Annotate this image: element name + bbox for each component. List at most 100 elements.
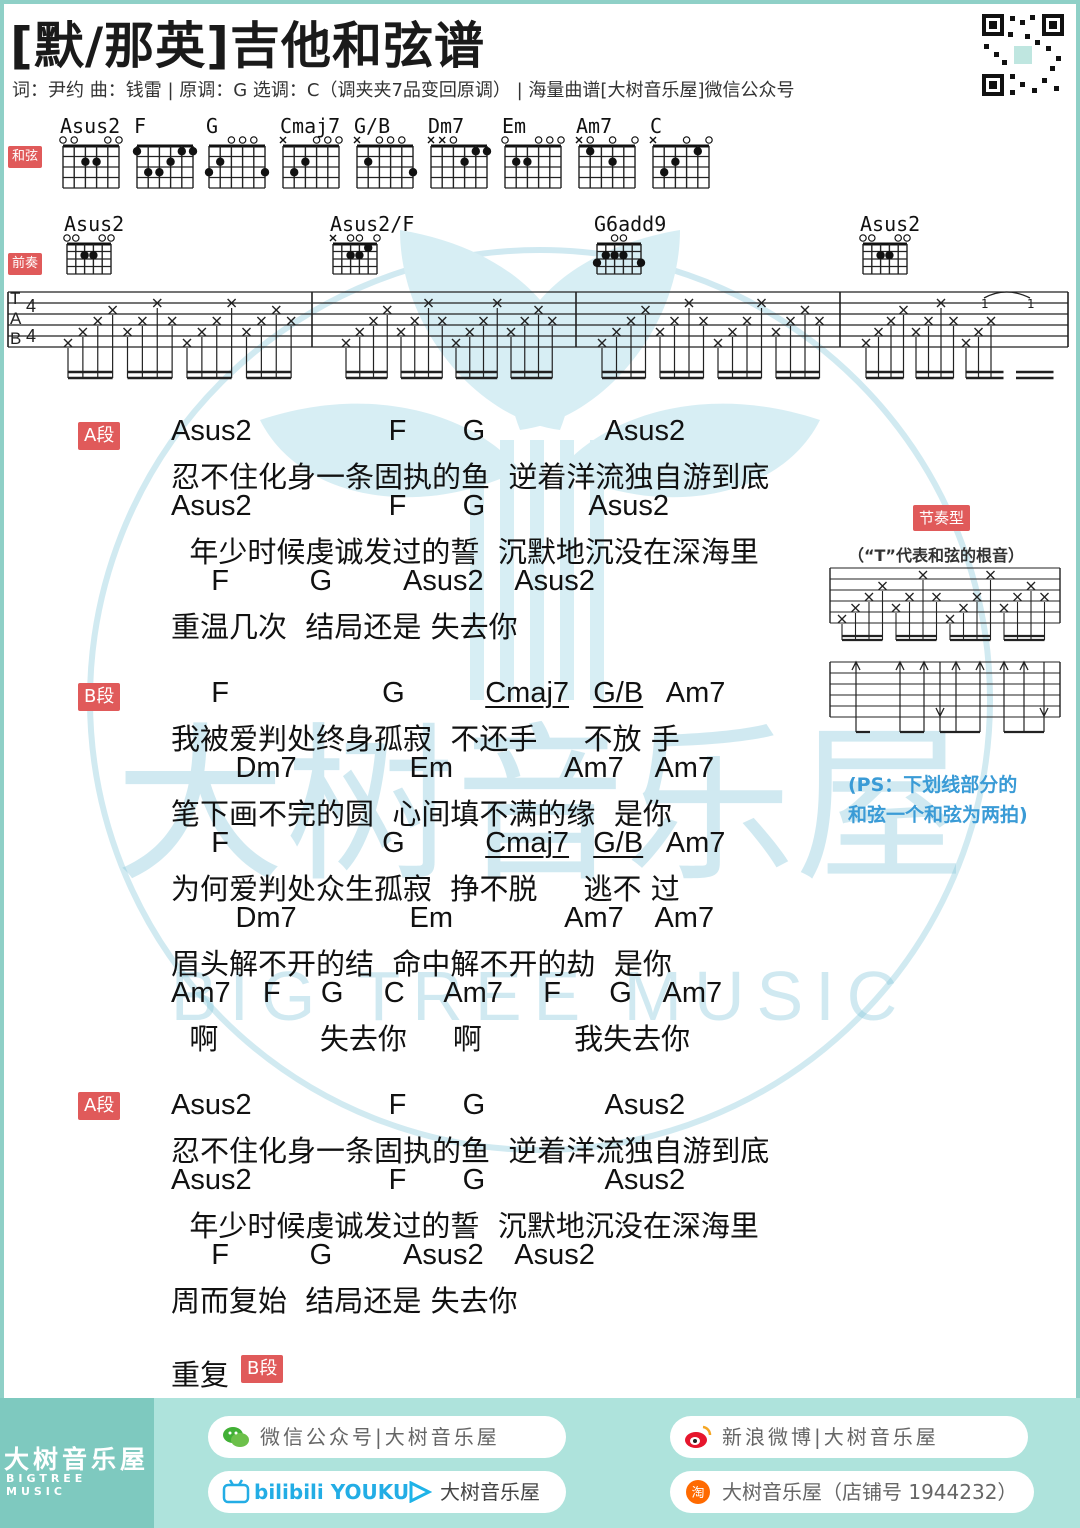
taobao-label: 大树音乐屋（店铺号 1944232）: [722, 1480, 1018, 1504]
footer-logo: 大树音乐屋 BIGTREE MUSIC: [0, 1398, 154, 1528]
intro-chord-diagram: [63, 234, 115, 275]
chord-text: [569, 827, 593, 859]
chord-text: Am7: [643, 677, 726, 709]
chord-diagram: [649, 136, 713, 189]
tab-fret-number: 1: [1027, 297, 1035, 311]
lyric-line: 周而复始 结局还是 失去你: [171, 1284, 518, 1318]
lyric-line: 忍不住化身一条固执的鱼 逆着洋流独自游到底: [171, 1134, 770, 1168]
chord-underlined: G/B: [593, 677, 644, 709]
rhythm-tag: 节奏型: [913, 505, 971, 531]
tab-letter: B: [10, 329, 21, 348]
intro-chord-diagram-label: Asus2/F: [330, 212, 415, 236]
weibo-icon: [685, 1425, 712, 1448]
chord-text: F G: [171, 677, 486, 709]
chord-diagram: [204, 136, 270, 189]
time-signature: 4: [26, 326, 36, 346]
tab-fret-number: 1: [981, 297, 989, 311]
section-tag-b: B段: [78, 683, 121, 711]
chord-line: F G Asus2 Asus2: [171, 565, 595, 597]
play-icon: [409, 1481, 432, 1503]
lyric-line: 年少时候虔诚发过的誓 沉默地沉没在深海里: [171, 535, 759, 569]
intro-chord-diagram: [859, 234, 911, 275]
chord-diagram-label: Cmaj7: [280, 114, 341, 138]
tab-letter: A: [10, 309, 22, 328]
chord-line: Asus2 F G Asus2: [171, 1089, 686, 1121]
chord-diagram: [501, 136, 565, 189]
footer-logo-en: BIGTREE MUSIC: [6, 1472, 87, 1498]
chord-text: [569, 677, 593, 709]
chord-line: F G Cmaj7 G/B Am7: [171, 677, 725, 710]
chord-diagram: [279, 136, 343, 189]
chord-diagram-label: C: [650, 114, 663, 138]
rhythm-pattern: [829, 567, 1061, 734]
qr-code: [980, 12, 1066, 98]
rhythm-note: （“T”代表和弦的根音）: [848, 546, 1024, 565]
intro-chord-diagram-label: Asus2: [64, 212, 125, 236]
lyric-line: 我被爱判处终身孤寂 不还手 不放 手: [171, 722, 680, 756]
repeat-tag: B段: [241, 1355, 284, 1383]
lyric-line: 笔下画不完的圆 心间填不满的缘 是你: [171, 797, 672, 831]
intro-chord-diagram-label: G6add9: [594, 212, 667, 236]
taobao-icon: 淘: [686, 1480, 710, 1504]
intro-chord-diagram: [329, 234, 381, 275]
chord-line: Am7 F G C Am7 F G Am7: [171, 977, 723, 1009]
wechat-link[interactable]: 微信公众号|大树音乐屋: [208, 1416, 566, 1458]
taobao-link[interactable]: 淘 大树音乐屋（店铺号 1944232）: [670, 1471, 1034, 1513]
chord-diagram-label: Asus2: [60, 114, 121, 138]
chord-diagram: [59, 136, 123, 189]
video-brands: bilibili YOUKU: [254, 1480, 410, 1504]
tab-letter: T: [10, 289, 20, 308]
svg-text:淘: 淘: [691, 1486, 704, 1501]
section-tag-a2: A段: [78, 1092, 121, 1120]
chord-line: Dm7 Em Am7 Am7: [171, 902, 715, 934]
lyric-line: 为何爱判处众生孤寂 挣不脱 逃不 过: [171, 872, 680, 906]
section-tag-a1: A段: [78, 422, 121, 450]
chord-diagram-label: Dm7: [428, 114, 465, 138]
lyric-line: 年少时候虔诚发过的誓 沉默地沉没在深海里: [171, 1209, 759, 1243]
chord-diagram: [427, 136, 492, 189]
page-title: [默/那英]吉他和弦谱: [10, 17, 485, 75]
chord-underlined: Cmaj7: [485, 677, 570, 709]
video-label: 大树音乐屋: [440, 1480, 540, 1504]
wechat-label: 微信公众号|大树音乐屋: [260, 1425, 500, 1449]
chord-line: Dm7 Em Am7 Am7: [171, 752, 715, 784]
intro-chord-diagram: [592, 234, 646, 275]
chord-diagram-label: F: [134, 114, 147, 138]
lyric-line: 眉头解不开的结 命中解不开的劫 是你: [171, 947, 672, 981]
ps-note-line1: (PS：下划线部分的: [848, 774, 1018, 796]
chord-diagram: [575, 136, 639, 189]
chord-diagram: [132, 144, 198, 189]
song-meta: 词：尹约 曲：钱雷 | 原调：G 选调：C（调夹夹7品变回原调） | 海量曲谱[…: [12, 80, 795, 101]
chord-line: F G Cmaj7 G/B Am7: [171, 827, 725, 860]
lyric-line: 忍不住化身一条固执的鱼 逆着洋流独自游到底: [171, 460, 770, 494]
chord-line: Asus2 F G Asus2: [171, 490, 669, 522]
weibo-label: 新浪微博|大树音乐屋: [722, 1425, 939, 1449]
chord-diagram-label: Am7: [576, 114, 613, 138]
chord-line: Asus2 F G Asus2: [171, 415, 686, 447]
repeat-label: 重复: [171, 1358, 230, 1392]
video-link[interactable]: bilibili YOUKU 大树音乐屋: [208, 1471, 566, 1513]
lyric-line: 重温几次 结局还是 失去你: [171, 610, 518, 644]
chord-line: F G Asus2 Asus2: [171, 1239, 595, 1271]
footer-logo-cn: 大树音乐屋: [4, 1445, 150, 1474]
intro-tag: 前奏: [8, 253, 43, 275]
lyric-line: 啊 失去你 啊 我失去你: [171, 1022, 691, 1056]
chord-underlined: Cmaj7: [485, 827, 570, 859]
weibo-link[interactable]: 新浪微博|大树音乐屋: [670, 1416, 1028, 1458]
chords-tag: 和弦: [8, 146, 43, 168]
ps-note: (PS：下划线部分的 和弦一个和弦为两拍): [848, 770, 1028, 830]
time-signature: 4: [26, 296, 36, 316]
wechat-icon: [223, 1427, 249, 1447]
bilibili-icon: [222, 1479, 250, 1504]
chord-diagram-label: G: [206, 114, 219, 138]
chord-underlined: G/B: [593, 827, 644, 859]
chord-diagram-label: G/B: [354, 114, 391, 138]
chord-text: F G: [171, 827, 486, 859]
intro-chord-diagram-label: Asus2: [860, 212, 921, 236]
chord-diagram: [353, 136, 418, 189]
chord-line: Asus2 F G Asus2: [171, 1164, 686, 1196]
chord-diagram-label: Em: [502, 114, 527, 138]
chord-text: Am7: [643, 827, 726, 859]
